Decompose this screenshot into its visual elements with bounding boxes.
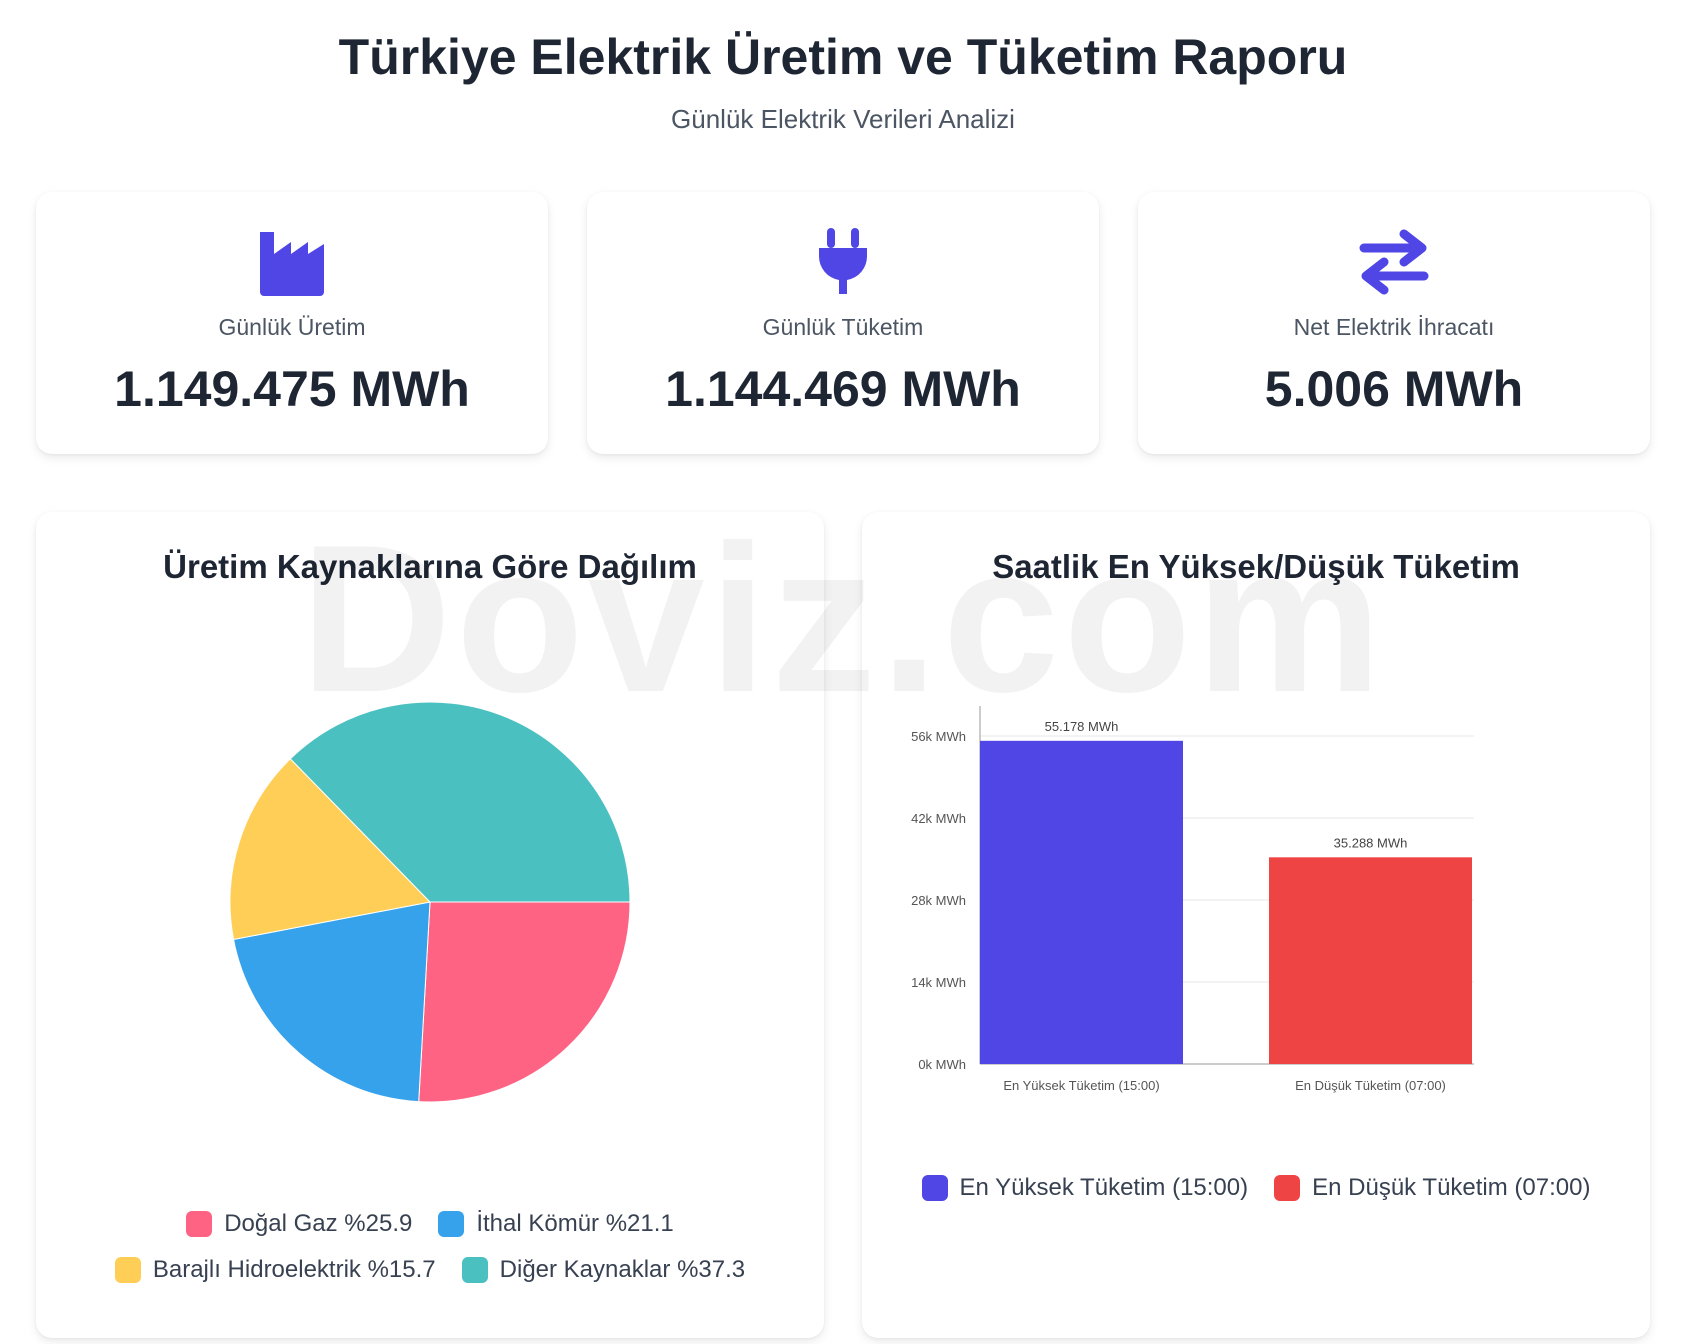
legend-item-other-sources[interactable]: Diğer Kaynaklar %37.3	[461, 1256, 746, 1284]
chart-title: Saatlik En Yüksek/Düşük Tüketim	[992, 548, 1520, 585]
pie-chart	[229, 701, 631, 1103]
legend-swatch	[114, 1257, 141, 1283]
legend-swatch	[461, 1257, 488, 1283]
bar-0[interactable]	[980, 740, 1183, 1064]
stat-label: Günlük Tüketim	[762, 314, 924, 340]
factory-icon	[260, 232, 324, 296]
plug-icon	[818, 228, 868, 294]
legend-item-highest[interactable]: En Yüksek Tüketim (15:00)	[921, 1174, 1249, 1202]
pie-slice-2[interactable]	[229, 758, 432, 941]
stat-card-net-export: Net Elektrik İhracatı 5.006 MWh	[1138, 192, 1650, 454]
y-tick-label: 42k MWh	[911, 811, 966, 826]
pie-legend-row-1: Doğal Gaz %25.9 İthal Kömür %21.1	[36, 1210, 824, 1238]
y-tick-label: 0k MWh	[918, 1057, 966, 1072]
x-tick-label: En Yüksek Tüketim (15:00)	[1003, 1078, 1159, 1093]
bar-legend: En Yüksek Tüketim (15:00) En Düşük Tüket…	[862, 1174, 1650, 1202]
legend-item-imported-coal[interactable]: İthal Kömür %21.1	[438, 1210, 674, 1238]
legend-item-lowest[interactable]: En Düşük Tüketim (07:00)	[1274, 1174, 1590, 1202]
pie-slice-0[interactable]	[418, 901, 631, 1103]
stat-card-production: Günlük Üretim 1.149.475 MWh	[36, 192, 548, 454]
legend-swatch	[438, 1211, 465, 1237]
legend-label: Doğal Gaz %25.9	[224, 1210, 413, 1237]
page-subtitle: Günlük Elektrik Verileri Analizi	[671, 104, 1015, 134]
y-tick-label: 56k MWh	[911, 729, 966, 744]
bar-chart-card: Saatlik En Yüksek/Düşük Tüketim 0k MWh 14…	[862, 512, 1650, 1338]
legend-label: En Düşük Tüketim (07:00)	[1312, 1174, 1591, 1201]
bar-data-label: 55.178 MWh	[1045, 719, 1119, 734]
pie-chart-card: Üretim Kaynaklarına Göre Dağılım Doğal G…	[36, 512, 824, 1338]
legend-item-dam-hydro[interactable]: Barajlı Hidroelektrik %15.7	[114, 1256, 436, 1284]
legend-swatch	[921, 1175, 948, 1201]
y-tick-label: 14k MWh	[911, 975, 966, 990]
bar-chart: 0k MWh 14k MWh 28k MWh 42k MWh 56k MWh 55.178…	[911, 706, 1474, 1093]
exchange-arrows-icon	[1359, 229, 1429, 295]
y-tick-label: 28k MWh	[911, 893, 966, 908]
legend-swatch	[1274, 1175, 1301, 1201]
legend-swatch	[186, 1211, 213, 1237]
x-tick-label: En Düşük Tüketim (07:00)	[1295, 1078, 1446, 1093]
bar-data-label: 35.288 MWh	[1334, 835, 1408, 850]
stat-label: Net Elektrik İhracatı	[1293, 314, 1495, 340]
stat-label: Günlük Üretim	[218, 314, 366, 340]
pie-slice-3[interactable]	[289, 701, 631, 903]
legend-item-natural-gas[interactable]: Doğal Gaz %25.9	[186, 1210, 412, 1238]
stat-card-consumption: Günlük Tüketim 1.144.469 MWh	[587, 192, 1099, 454]
page-title: Türkiye Elektrik Üretim ve Tüketim Rapor…	[338, 29, 1348, 85]
legend-label: Barajlı Hidroelektrik %15.7	[152, 1256, 436, 1283]
legend-label: En Yüksek Tüketim (15:00)	[959, 1174, 1249, 1201]
chart-title: Üretim Kaynaklarına Göre Dağılım	[163, 548, 697, 585]
legend-label: Diğer Kaynaklar %37.3	[499, 1256, 746, 1283]
stat-value: 1.144.469 MWh	[665, 361, 1021, 417]
bar-1[interactable]	[1269, 857, 1472, 1064]
pie-slice-1[interactable]	[232, 901, 431, 1103]
stat-value: 5.006 MWh	[1264, 361, 1524, 417]
stat-value: 1.149.475 MWh	[114, 361, 470, 417]
legend-label: İthal Kömür %21.1	[476, 1210, 674, 1237]
pie-legend-row-2: Barajlı Hidroelektrik %15.7 Diğer Kaynak…	[36, 1256, 824, 1284]
